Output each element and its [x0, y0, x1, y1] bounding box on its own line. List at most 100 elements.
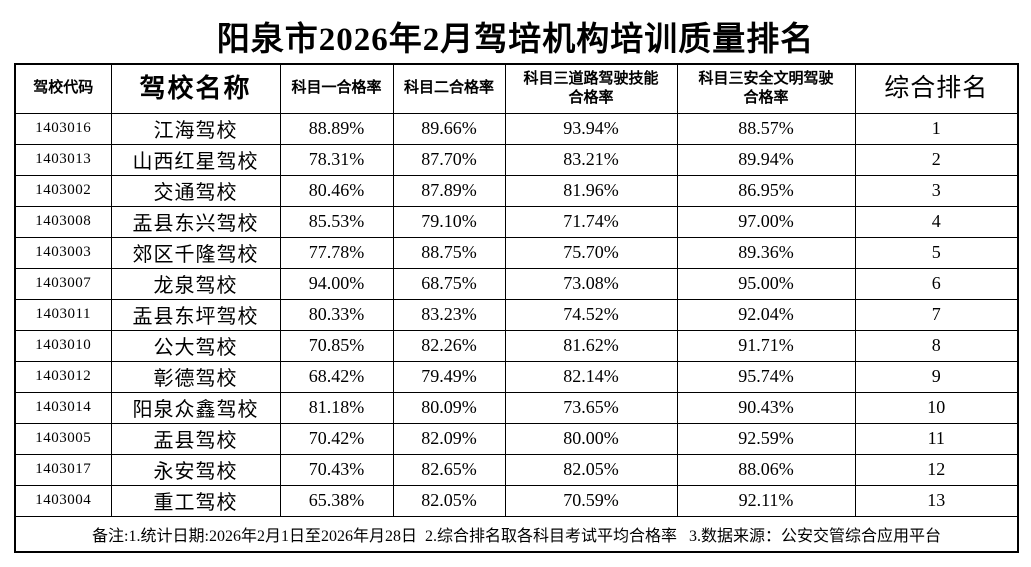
cell-rank: 10	[854, 391, 1019, 424]
cell-rank: 12	[854, 453, 1019, 486]
cell-subject3-road-rate: 73.08%	[504, 267, 678, 300]
cell-subject1-rate: 70.43%	[279, 453, 394, 486]
cell-subject1-rate: 80.46%	[279, 174, 394, 207]
cell-subject3-safe-rate: 89.36%	[676, 236, 856, 269]
cell-school-name: 郊区千隆驾校	[110, 236, 281, 269]
cell-subject2-rate: 82.26%	[392, 329, 506, 362]
cell-subject3-road-rate: 82.05%	[504, 453, 678, 486]
cell-school-name: 重工驾校	[110, 484, 281, 517]
cell-rank: 2	[854, 143, 1019, 176]
cell-subject2-rate: 82.09%	[392, 422, 506, 455]
cell-rank: 1	[854, 112, 1019, 145]
cell-subject3-safe-rate: 95.00%	[676, 267, 856, 300]
cell-subject3-road-rate: 83.21%	[504, 143, 678, 176]
cell-subject2-rate: 79.49%	[392, 360, 506, 393]
cell-subject3-safe-rate: 90.43%	[676, 391, 856, 424]
cell-subject3-safe-rate: 86.95%	[676, 174, 856, 207]
cell-subject1-rate: 65.38%	[279, 484, 394, 517]
cell-subject2-rate: 83.23%	[392, 298, 506, 331]
cell-school-name: 阳泉众鑫驾校	[110, 391, 281, 424]
cell-subject1-rate: 77.78%	[279, 236, 394, 269]
table-row: 1403002 交通驾校 80.46% 87.89% 81.96% 86.95% 3	[14, 174, 1019, 207]
cell-subject1-rate: 70.85%	[279, 329, 394, 362]
table-row: 1403004 重工驾校 65.38% 82.05% 70.59% 92.11% 13	[14, 484, 1019, 517]
cell-rank: 8	[854, 329, 1019, 362]
col-header-subject1: 科目一合格率	[279, 63, 394, 114]
cell-rank: 7	[854, 298, 1019, 331]
footer-note: 备注:1.统计日期:2026年2月1日至2026年月28日 2.综合排名取各科目…	[14, 515, 1019, 553]
cell-school-name: 山西红星驾校	[110, 143, 281, 176]
cell-subject3-road-rate: 93.94%	[504, 112, 678, 145]
table-row: 1403008 盂县东兴驾校 85.53% 79.10% 71.74% 97.00% 4	[14, 205, 1019, 238]
cell-subject3-road-rate: 74.52%	[504, 298, 678, 331]
table-row: 1403012 彰德驾校 68.42% 79.49% 82.14% 95.74% 9	[14, 360, 1019, 393]
cell-subject3-safe-rate: 91.71%	[676, 329, 856, 362]
table-body: 1403016 江海驾校 88.89% 89.66% 93.94% 88.57% 1 1403…	[14, 112, 1019, 517]
table-row: 1403007 龙泉驾校 94.00% 68.75% 73.08% 95.00% 6	[14, 267, 1019, 300]
cell-school-name: 永安驾校	[110, 453, 281, 486]
cell-subject1-rate: 85.53%	[279, 205, 394, 238]
cell-rank: 3	[854, 174, 1019, 207]
cell-school-code: 1403008	[14, 205, 112, 238]
cell-subject3-safe-rate: 97.00%	[676, 205, 856, 238]
cell-school-code: 1403012	[14, 360, 112, 393]
table-row: 1403011 盂县东坪驾校 80.33% 83.23% 74.52% 92.04% 7	[14, 298, 1019, 331]
cell-subject2-rate: 88.75%	[392, 236, 506, 269]
table-row: 1403013 山西红星驾校 78.31% 87.70% 83.21% 89.94% 2	[14, 143, 1019, 176]
cell-school-name: 龙泉驾校	[110, 267, 281, 300]
cell-subject3-safe-rate: 92.11%	[676, 484, 856, 517]
cell-rank: 13	[854, 484, 1019, 517]
footer-row: 备注:1.统计日期:2026年2月1日至2026年月28日 2.综合排名取各科目…	[14, 515, 1019, 553]
cell-school-name: 盂县东兴驾校	[110, 205, 281, 238]
table-row: 1403010 公大驾校 70.85% 82.26% 81.62% 91.71% 8	[14, 329, 1019, 362]
cell-subject3-road-rate: 73.65%	[504, 391, 678, 424]
cell-subject1-rate: 94.00%	[279, 267, 394, 300]
cell-rank: 11	[854, 422, 1019, 455]
cell-school-code: 1403014	[14, 391, 112, 424]
cell-school-code: 1403011	[14, 298, 112, 331]
cell-subject3-safe-rate: 92.59%	[676, 422, 856, 455]
ranking-table: 驾校代码 驾校名称 科目一合格率 科目二合格率 科目三道路驾驶技能 合格率 科目…	[14, 63, 1019, 553]
cell-school-code: 1403016	[14, 112, 112, 145]
cell-subject3-safe-rate: 92.04%	[676, 298, 856, 331]
cell-school-code: 1403004	[14, 484, 112, 517]
page-title: 阳泉市2026年2月驾培机构培训质量排名	[216, 22, 815, 58]
col-header-code: 驾校代码	[14, 63, 112, 114]
cell-subject2-rate: 87.70%	[392, 143, 506, 176]
cell-school-name: 盂县驾校	[110, 422, 281, 455]
col-header-subject3-safe: 科目三安全文明驾驶 合格率	[676, 63, 856, 114]
cell-subject1-rate: 80.33%	[279, 298, 394, 331]
table-row: 1403005 盂县驾校 70.42% 82.09% 80.00% 92.59% 11	[14, 422, 1019, 455]
col-header-rank: 综合排名	[854, 63, 1019, 114]
cell-subject2-rate: 80.09%	[392, 391, 506, 424]
cell-rank: 6	[854, 267, 1019, 300]
cell-subject3-road-rate: 71.74%	[504, 205, 678, 238]
cell-subject2-rate: 89.66%	[392, 112, 506, 145]
cell-school-name: 彰德驾校	[110, 360, 281, 393]
cell-subject3-safe-rate: 95.74%	[676, 360, 856, 393]
cell-subject2-rate: 82.65%	[392, 453, 506, 486]
col-header-name: 驾校名称	[110, 63, 281, 114]
cell-school-code: 1403007	[14, 267, 112, 300]
cell-subject1-rate: 70.42%	[279, 422, 394, 455]
table-row: 1403014 阳泉众鑫驾校 81.18% 80.09% 73.65% 90.43% 10	[14, 391, 1019, 424]
cell-school-name: 盂县东坪驾校	[110, 298, 281, 331]
table-row: 1403017 永安驾校 70.43% 82.65% 82.05% 88.06% 12	[14, 453, 1019, 486]
col-header-subject2: 科目二合格率	[392, 63, 506, 114]
cell-rank: 5	[854, 236, 1019, 269]
cell-school-name: 公大驾校	[110, 329, 281, 362]
cell-subject2-rate: 68.75%	[392, 267, 506, 300]
cell-rank: 9	[854, 360, 1019, 393]
cell-subject3-road-rate: 70.59%	[504, 484, 678, 517]
col-header-subject3-road: 科目三道路驾驶技能 合格率	[504, 63, 678, 114]
cell-subject3-safe-rate: 88.06%	[676, 453, 856, 486]
cell-school-name: 江海驾校	[110, 112, 281, 145]
cell-school-code: 1403005	[14, 422, 112, 455]
table-header: 驾校代码 驾校名称 科目一合格率 科目二合格率 科目三道路驾驶技能 合格率 科目…	[14, 63, 1019, 114]
cell-rank: 4	[854, 205, 1019, 238]
cell-subject3-road-rate: 75.70%	[504, 236, 678, 269]
cell-subject2-rate: 82.05%	[392, 484, 506, 517]
cell-subject3-road-rate: 80.00%	[504, 422, 678, 455]
header-row: 驾校代码 驾校名称 科目一合格率 科目二合格率 科目三道路驾驶技能 合格率 科目…	[14, 63, 1019, 114]
